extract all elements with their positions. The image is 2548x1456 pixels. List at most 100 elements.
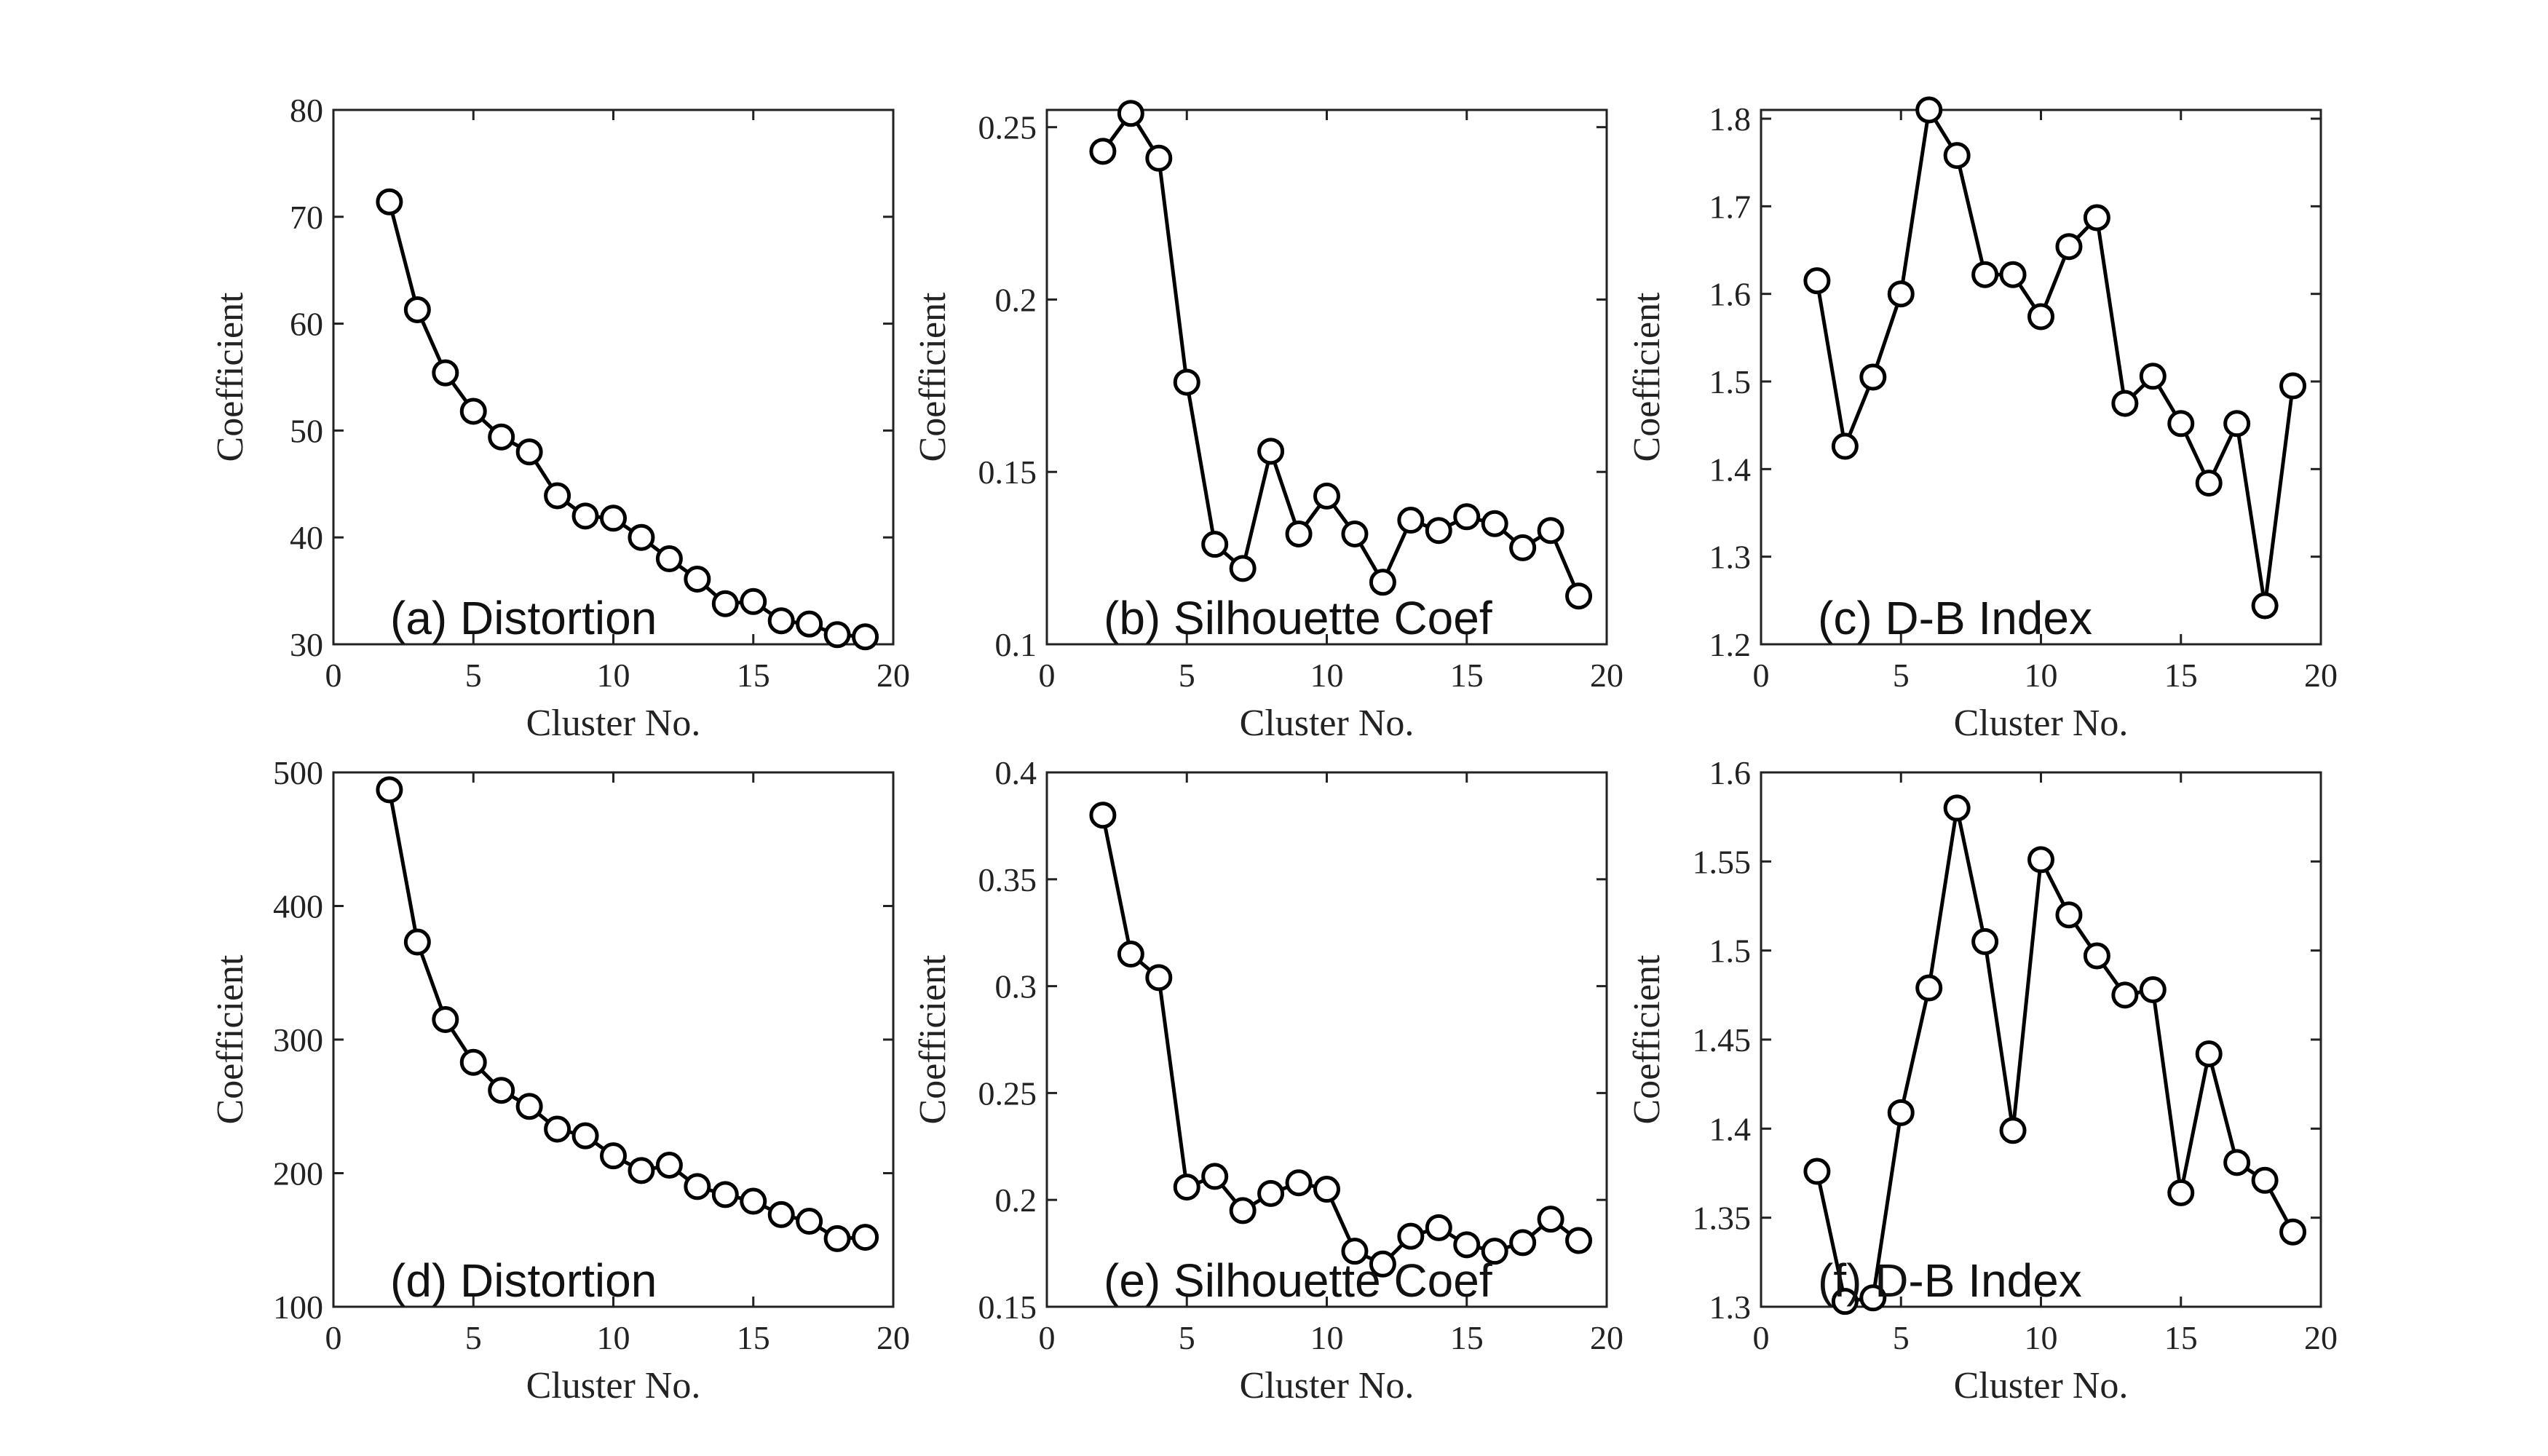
x-tick-label: 20 [2304,1319,2338,1356]
x-tick-label: 15 [2164,1319,2198,1356]
data-point [1117,941,1144,968]
data-point [1145,964,1173,992]
x-tick-label: 5 [1179,1319,1195,1356]
data-point [1481,510,1508,537]
y-tick-label: 1.45 [1693,1021,1752,1059]
data-point [1425,1214,1452,1241]
x-tick-label: 10 [1310,1319,1344,1356]
data-point [823,621,851,649]
data-point [1369,1250,1396,1278]
data-point [767,607,795,635]
data-point [2223,1149,2251,1176]
y-axis-label: Coefficient [912,954,954,1125]
series-line [1101,815,1580,1266]
data-point [1285,520,1313,547]
x-tick-label: 0 [325,1319,342,1356]
x-tick-label: 5 [1179,657,1195,694]
data-point [2139,976,2167,1003]
data-point [2167,1179,2195,1206]
data-point [1999,1117,2027,1144]
x-tick-label: 0 [1039,1319,1056,1356]
series-line [387,201,866,639]
data-point [1229,1197,1257,1224]
x-tick-label: 10 [2025,657,2058,694]
data-point [1887,280,1915,308]
data-point [2083,204,2110,232]
data-point [403,296,431,324]
data-point [1831,1288,1859,1315]
data-point [740,587,767,615]
x-tick-label: 15 [1450,1319,1484,1356]
data-point [1201,531,1229,558]
x-axis-label: Cluster No. [1240,1365,1415,1406]
y-tick-label: 0.25 [978,109,1037,146]
data-point [1285,1169,1313,1197]
data-point [1481,1238,1508,1265]
series-line [1815,806,2295,1304]
data-point [1397,1222,1425,1250]
y-tick-label: 400 [273,888,323,925]
y-tick-label: 0.2 [995,1182,1037,1219]
data-point [1117,100,1144,127]
y-tick-label: 30 [290,626,323,663]
y-tick-label: 0.25 [978,1075,1037,1112]
y-tick-label: 1.2 [1709,626,1752,663]
y-axis-label: Coefficient [1626,292,1668,462]
data-point [2195,1040,2223,1068]
y-tick-label: 0.15 [978,1289,1037,1326]
x-tick-label: 5 [465,1319,482,1356]
y-tick-label: 1.6 [1709,754,1752,791]
data-point [600,505,627,532]
y-tick-label: 1.55 [1693,843,1752,880]
data-point [1201,1163,1229,1190]
panel-annotation: (e) Silhouette Coef [1104,1254,1492,1307]
subplot-2: 0 5 10 15 20 0.1 0.15 0.2 0.25 Cluster No. Coeffic… [912,100,1623,744]
y-tick-label: 1.4 [1709,1110,1752,1147]
data-point [488,1077,515,1104]
data-point [2279,372,2307,400]
data-point [1831,432,1859,460]
data-point [376,776,403,804]
x-tick-label: 0 [325,657,342,694]
y-tick-label: 50 [290,412,323,449]
data-point [1453,1231,1481,1259]
data-point [459,1048,487,1076]
x-tick-label: 10 [1310,657,1344,694]
y-tick-label: 0.15 [978,454,1037,491]
panel-annotation: (d) Distortion [390,1254,657,1307]
data-point [2055,233,2083,261]
plot-frame [1045,771,1608,1308]
data-point [403,928,431,956]
data-point [1453,503,1481,531]
data-point [1971,927,1999,955]
data-point [655,1151,683,1179]
y-tick-label: 40 [290,519,323,556]
y-tick-label: 1.4 [1709,451,1752,488]
data-point [515,438,543,466]
data-point [1257,438,1285,465]
data-point [2139,363,2167,390]
x-tick-label: 20 [1590,1319,1623,1356]
y-tick-label: 1.3 [1709,539,1752,576]
data-point [740,1187,767,1215]
x-tick-label: 10 [597,657,630,694]
data-point [1509,534,1537,561]
data-point [2251,1166,2279,1194]
data-point [1943,142,1971,170]
data-point [2251,592,2279,620]
data-point [376,188,403,215]
data-point [1943,794,1971,822]
data-point [2279,1218,2307,1246]
y-tick-label: 60 [290,306,323,343]
data-point [823,1224,851,1252]
plot-frame [1760,108,2322,646]
data-point [852,1224,879,1251]
x-tick-label: 10 [2025,1319,2058,1356]
x-axis-label: Cluster No. [526,703,701,744]
data-point [852,623,879,651]
x-tick-label: 15 [2164,657,2198,694]
data-point [711,590,739,617]
y-tick-label: 300 [273,1021,323,1059]
data-point [796,1208,823,1235]
